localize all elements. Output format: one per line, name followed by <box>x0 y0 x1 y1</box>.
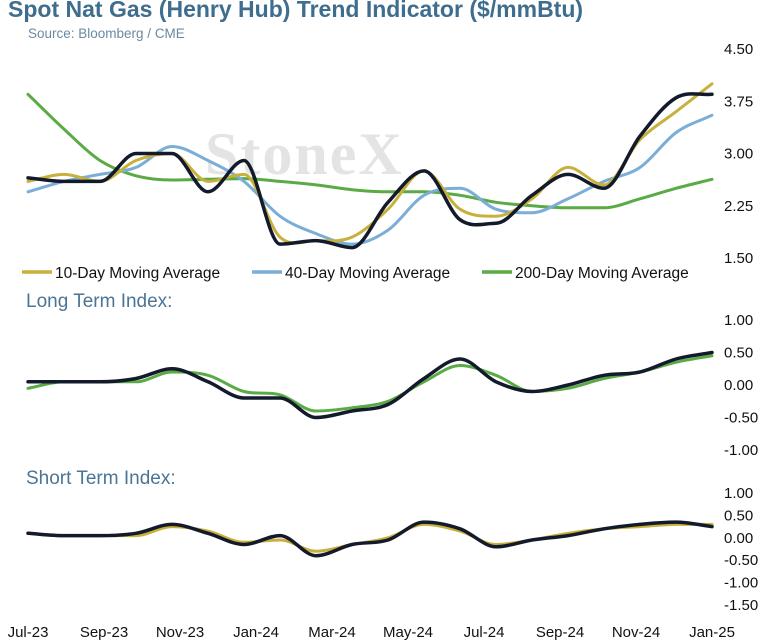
x-tick-label: Nov-23 <box>156 624 204 641</box>
long-term-index-title: Long Term Index: <box>26 291 173 312</box>
y-tick-label: -1.00 <box>724 575 758 592</box>
x-tick-label: Sep-23 <box>80 624 128 641</box>
x-tick-label: Jan-25 <box>689 624 735 641</box>
x-tick-label: Sep-24 <box>536 624 584 641</box>
x-tick-label: Nov-24 <box>612 624 660 641</box>
y-tick-label: -1.50 <box>724 597 758 614</box>
legend-label-ma200: 200-Day Moving Average <box>515 265 689 282</box>
legend-label-ma10: 10-Day Moving Average <box>55 265 220 282</box>
price-panel: 4.50 3.75 3.00 2.25 1.50 <box>26 41 753 267</box>
y-tick-label: -0.50 <box>724 552 758 569</box>
legend: 10-Day Moving Average 40-Day Moving Avera… <box>22 265 689 282</box>
series-line-ma40 <box>26 113 714 246</box>
series-line-price <box>26 92 714 250</box>
series-line-long_index <box>26 350 714 420</box>
x-tick-label: Jul-23 <box>8 624 49 641</box>
short-term-index-panel: 1.00 0.50 0.00 -0.50 -1.00 -1.50 <box>26 485 758 614</box>
x-axis: Jul-23 Sep-23 Nov-23 Jan-24 Mar-24 May-24 Jul-… <box>8 624 735 641</box>
y-tick-label: -0.50 <box>724 410 758 427</box>
y-tick-label: 0.00 <box>724 377 753 394</box>
y-tick-label: 3.75 <box>724 93 753 110</box>
series-line-ma10 <box>26 82 714 245</box>
y-tick-label: 0.50 <box>724 345 753 362</box>
chart-title: Spot Nat Gas (Henry Hub) Trend Indicator… <box>8 0 584 22</box>
y-tick-label: 3.00 <box>724 146 753 163</box>
x-tick-label: May-24 <box>383 624 433 641</box>
y-tick-label: 1.00 <box>724 485 753 502</box>
chart-source: Source: Bloomberg / CME <box>28 26 185 41</box>
y-tick-label: 0.50 <box>724 507 753 524</box>
x-tick-label: Jan-24 <box>233 624 279 641</box>
legend-label-ma40: 40-Day Moving Average <box>285 265 450 282</box>
x-tick-label: Mar-24 <box>308 624 356 641</box>
series-line-long_signal <box>26 354 714 413</box>
x-tick-label: Jul-24 <box>464 624 505 641</box>
series-line-short_index <box>26 520 714 558</box>
series-line-ma200 <box>26 92 714 210</box>
y-tick-label: 1.50 <box>724 250 753 267</box>
short-term-index-title: Short Term Index: <box>26 468 176 489</box>
long-term-index-panel: 1.00 0.50 0.00 -0.50 -1.00 <box>26 312 758 459</box>
y-tick-label: 1.00 <box>724 312 753 329</box>
y-tick-label: 0.00 <box>724 530 753 547</box>
y-tick-label: 4.50 <box>724 41 753 58</box>
y-tick-label: 2.25 <box>724 198 753 215</box>
y-tick-label: -1.00 <box>724 442 758 459</box>
